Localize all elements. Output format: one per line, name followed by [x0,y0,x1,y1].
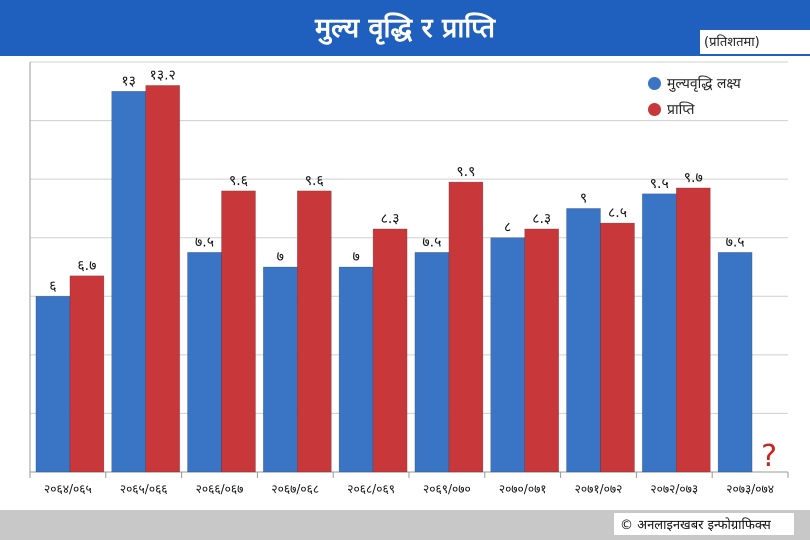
x-tick-label: २०६७/०६८ [271,482,319,496]
data-label: ९.९ [456,164,475,180]
footer-box [614,513,794,535]
bar-target [262,266,298,473]
data-label: ९.७ [684,170,703,186]
data-label: १३ [121,73,136,89]
data-label: ९.५ [650,176,669,192]
legend-swatch-actual [648,102,661,116]
bar-actual [524,228,560,473]
data-label: ९ [580,190,587,206]
unit-box [700,30,810,54]
bar-target [641,193,677,473]
x-tick-label: २०७२/०७३ [650,482,698,496]
legend: मुल्यवृद्धि लक्ष्य प्राप्ति [648,70,741,122]
data-label: १३.२ [150,67,176,83]
data-label: ७ [352,249,359,265]
bar-actual [221,190,256,473]
bar-actual [372,228,408,473]
data-label: ७.५ [422,234,441,250]
data-label: ८ [504,220,511,236]
data-label: ९.६ [229,173,248,189]
bar-actual [145,85,180,473]
bar-target [490,237,526,473]
footer-credit: © अनलाइनखबर इन्फोग्राफिक्स [620,518,771,533]
legend-item-actual: प्राप्ति [648,96,741,122]
x-tick-label: २०६६/०६७ [196,482,244,496]
bar-target [35,295,71,473]
legend-label-target: मुल्यवृद्धि लक्ष्य [667,75,741,92]
bar-target [717,252,753,473]
x-tick-label: २०७३/०७४ [726,482,774,496]
data-label: ८.५ [608,205,627,221]
bar-actual [69,275,105,473]
x-tick-label: २०६९/०७० [423,482,471,496]
bar-target [414,252,450,473]
data-label: ९.६ [305,173,324,189]
data-label: ८.३ [381,211,400,227]
unit-label: (प्रतिशतमा) [704,35,760,50]
legend-swatch-target [648,76,661,90]
x-tick-label: २०७०/०७१ [499,482,547,496]
bar-target [566,208,601,473]
bar-actual [448,181,484,473]
bar-target [111,90,146,473]
x-tick-label: २०७१/०७२ [575,482,623,496]
x-tick-label: २०६४/०६५ [44,482,92,496]
legend-label-actual: प्राप्ति [667,101,695,118]
bar-actual [296,190,332,473]
legend-item-target: मुल्यवृद्धि लक्ष्य [648,70,741,96]
x-tick-label: २०६८/०६९ [347,482,395,496]
data-label: ६ [49,278,56,294]
header-bar [0,0,810,56]
data-label: ६.७ [77,258,96,274]
question-mark-annotation: ? [761,439,777,474]
x-tick-label: २०६५/०६६ [120,482,168,496]
bar-target [187,252,222,473]
bar-target [338,266,374,473]
data-label: ८.३ [532,211,551,227]
bar-actual [675,187,711,473]
data-label: ७.५ [195,234,214,250]
bar-actual [600,222,635,473]
data-label: ७.५ [726,234,745,250]
data-label: ७ [277,249,284,265]
page-title: मुल्य वृद्धि र प्राप्ति [314,13,496,44]
